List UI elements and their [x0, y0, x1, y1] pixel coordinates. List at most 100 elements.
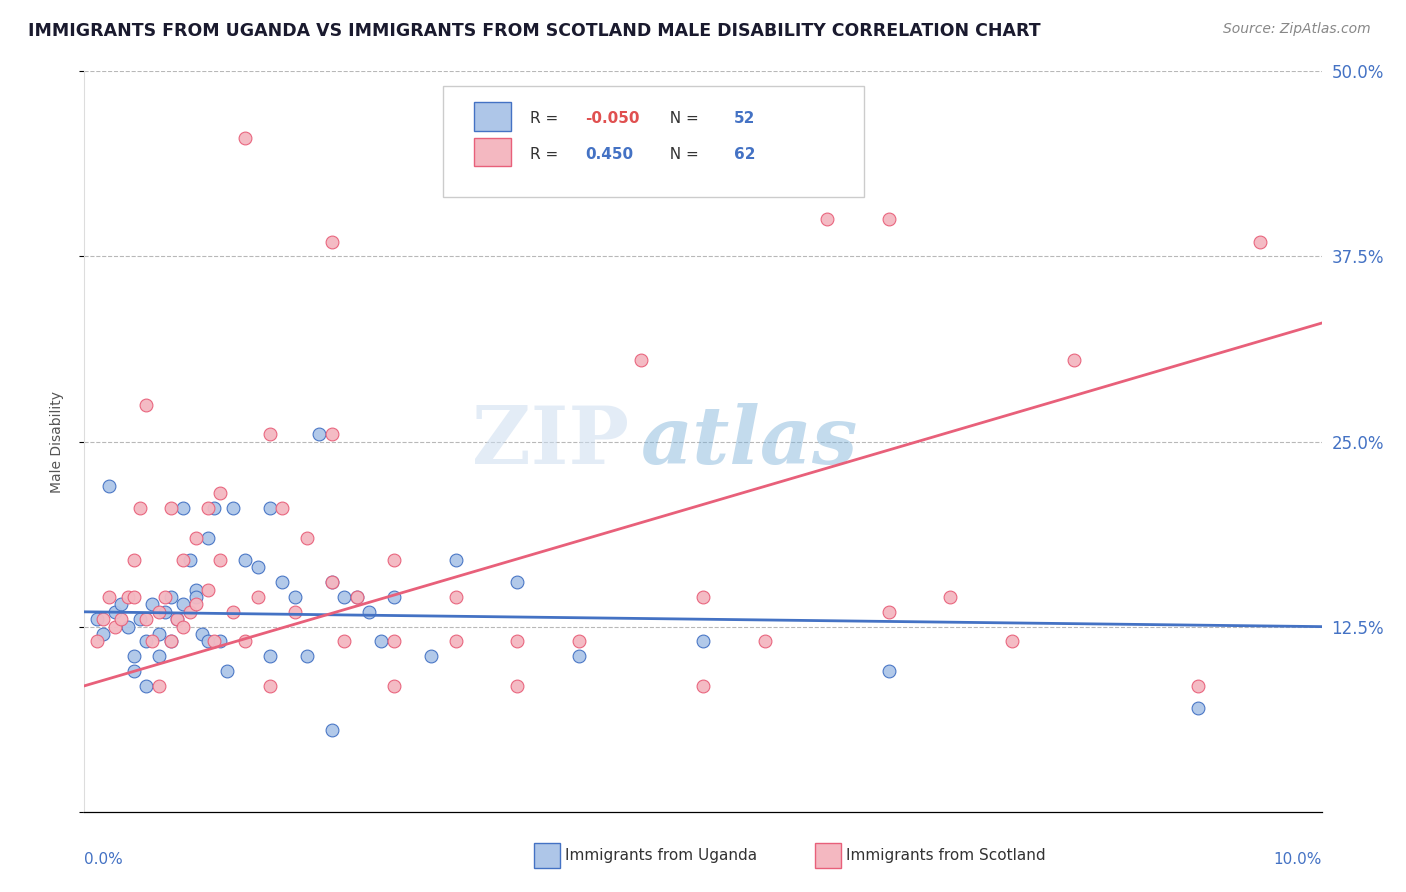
Point — [172, 553, 194, 567]
Point — [166, 612, 188, 626]
Point — [160, 501, 183, 516]
Point — [692, 679, 714, 693]
Text: Source: ZipAtlas.com: Source: ZipAtlas.com — [1223, 22, 1371, 37]
Point — [259, 427, 281, 442]
Point — [122, 649, 145, 664]
Point — [222, 501, 245, 516]
Point — [191, 627, 214, 641]
Point — [284, 605, 307, 619]
Text: ZIP: ZIP — [472, 402, 628, 481]
Point — [346, 590, 368, 604]
Point — [506, 679, 529, 693]
Point — [135, 679, 157, 693]
Point — [321, 575, 343, 590]
Point — [877, 212, 900, 227]
Point — [197, 531, 219, 545]
Point — [129, 501, 152, 516]
Text: 10.0%: 10.0% — [1274, 853, 1322, 867]
Point — [333, 634, 356, 648]
Point — [1249, 235, 1271, 249]
Point — [215, 664, 238, 678]
Point — [222, 605, 245, 619]
Text: IMMIGRANTS FROM UGANDA VS IMMIGRANTS FROM SCOTLAND MALE DISABILITY CORRELATION C: IMMIGRANTS FROM UGANDA VS IMMIGRANTS FRO… — [28, 22, 1040, 40]
FancyBboxPatch shape — [443, 87, 863, 197]
Point — [419, 649, 441, 664]
Point — [346, 590, 368, 604]
Point — [197, 501, 219, 516]
Point — [160, 634, 183, 648]
Bar — [474, 138, 512, 167]
Point — [271, 575, 294, 590]
Point — [110, 612, 132, 626]
Point — [321, 235, 343, 249]
Point — [259, 679, 281, 693]
Point — [877, 605, 900, 619]
Point — [197, 582, 219, 597]
Point — [233, 553, 256, 567]
Point — [259, 649, 281, 664]
Text: R =: R = — [530, 147, 568, 161]
Point — [91, 627, 114, 641]
Point — [179, 553, 201, 567]
Point — [568, 649, 591, 664]
Point — [382, 553, 405, 567]
Point — [202, 634, 225, 648]
Point — [184, 598, 207, 612]
Point — [382, 679, 405, 693]
Point — [259, 501, 281, 516]
Point — [357, 605, 380, 619]
Point — [141, 634, 163, 648]
Point — [104, 605, 127, 619]
Point — [284, 590, 307, 604]
Point — [444, 553, 467, 567]
Point — [630, 353, 652, 368]
Point — [98, 590, 121, 604]
Text: Immigrants from Uganda: Immigrants from Uganda — [565, 848, 758, 863]
Point — [1001, 634, 1024, 648]
Point — [444, 634, 467, 648]
Point — [321, 427, 343, 442]
Point — [1063, 353, 1085, 368]
Point — [815, 212, 838, 227]
Point — [370, 634, 392, 648]
Text: N =: N = — [659, 147, 703, 161]
Point — [172, 619, 194, 633]
Point — [122, 553, 145, 567]
Point — [117, 619, 139, 633]
Point — [122, 664, 145, 678]
Point — [148, 605, 170, 619]
Point — [160, 590, 183, 604]
Point — [135, 398, 157, 412]
Point — [98, 479, 121, 493]
Point — [308, 427, 330, 442]
Point — [295, 649, 318, 664]
Point — [506, 634, 529, 648]
Point — [333, 590, 356, 604]
Point — [148, 627, 170, 641]
Point — [1187, 701, 1209, 715]
Point — [382, 590, 405, 604]
Y-axis label: Male Disability: Male Disability — [49, 391, 63, 492]
Point — [141, 598, 163, 612]
Point — [148, 649, 170, 664]
Point — [321, 575, 343, 590]
Point — [197, 634, 219, 648]
Point — [172, 501, 194, 516]
Point — [184, 590, 207, 604]
Text: R =: R = — [530, 111, 562, 126]
Point — [692, 634, 714, 648]
Point — [209, 634, 232, 648]
Point — [444, 590, 467, 604]
Point — [233, 131, 256, 145]
Point — [506, 575, 529, 590]
Point — [129, 612, 152, 626]
Text: N =: N = — [659, 111, 703, 126]
Point — [184, 531, 207, 545]
Point — [939, 590, 962, 604]
Point — [110, 598, 132, 612]
Point — [209, 553, 232, 567]
Point — [233, 634, 256, 648]
Point — [160, 634, 183, 648]
Point — [86, 634, 108, 648]
Point — [122, 590, 145, 604]
